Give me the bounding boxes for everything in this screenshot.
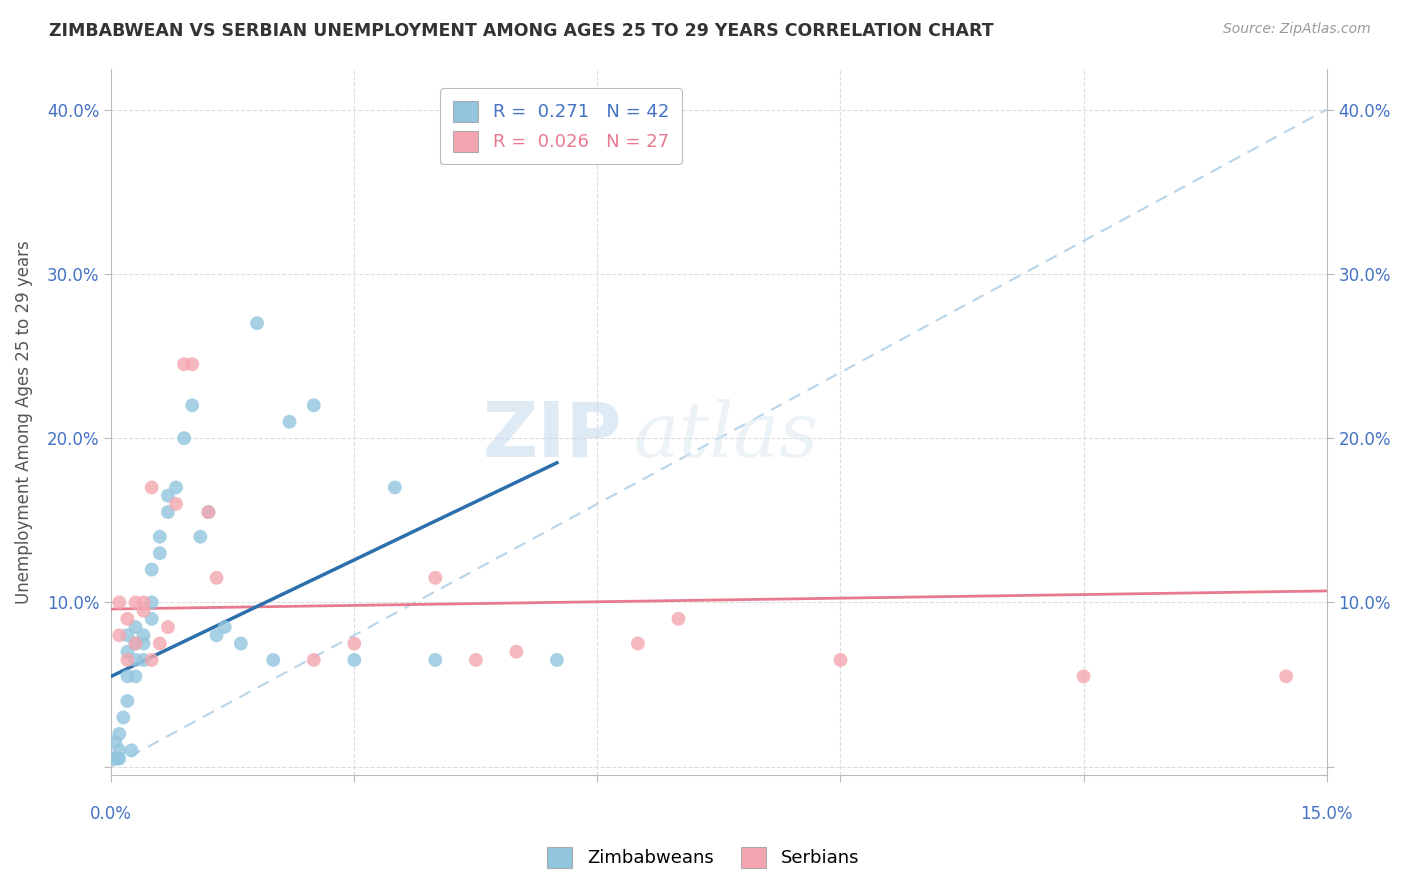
Point <box>141 653 163 667</box>
Point <box>117 645 139 659</box>
Point <box>108 595 131 609</box>
Point <box>165 480 187 494</box>
Point <box>149 546 172 560</box>
Point <box>246 316 269 330</box>
Legend: R =  0.271   N = 42, R =  0.026   N = 27: R = 0.271 N = 42, R = 0.026 N = 27 <box>440 88 682 164</box>
Point <box>141 612 163 626</box>
Point <box>108 727 131 741</box>
Point <box>117 653 139 667</box>
Text: Source: ZipAtlas.com: Source: ZipAtlas.com <box>1223 22 1371 37</box>
Point <box>141 563 163 577</box>
Point <box>165 497 187 511</box>
Point <box>214 620 236 634</box>
Point <box>181 357 204 371</box>
Point <box>117 612 139 626</box>
Point <box>132 636 155 650</box>
Point <box>107 751 129 765</box>
Point <box>425 571 447 585</box>
Point <box>229 636 252 650</box>
Point <box>124 653 146 667</box>
Point <box>173 431 195 445</box>
Legend: Zimbabweans, Serbians: Zimbabweans, Serbians <box>536 836 870 879</box>
Point <box>108 743 131 757</box>
Point <box>104 735 127 749</box>
Point <box>120 743 142 757</box>
Point <box>173 357 195 371</box>
Point <box>141 480 163 494</box>
Point <box>188 530 211 544</box>
Point <box>156 620 179 634</box>
Point <box>132 595 155 609</box>
Point <box>197 505 219 519</box>
Point <box>149 530 172 544</box>
Point <box>384 480 406 494</box>
Text: ZIP: ZIP <box>482 399 621 473</box>
Point <box>156 505 179 519</box>
Point <box>108 751 131 765</box>
Point <box>278 415 301 429</box>
Point <box>205 571 228 585</box>
Point <box>1073 669 1095 683</box>
Point <box>343 636 366 650</box>
Point <box>546 653 568 667</box>
Point <box>149 636 172 650</box>
Text: ZIMBABWEAN VS SERBIAN UNEMPLOYMENT AMONG AGES 25 TO 29 YEARS CORRELATION CHART: ZIMBABWEAN VS SERBIAN UNEMPLOYMENT AMONG… <box>49 22 994 40</box>
Point <box>117 694 139 708</box>
Point <box>464 653 486 667</box>
Point <box>141 595 163 609</box>
Point <box>108 628 131 642</box>
Y-axis label: Unemployment Among Ages 25 to 29 years: Unemployment Among Ages 25 to 29 years <box>15 240 32 604</box>
Point <box>343 653 366 667</box>
Point <box>627 636 650 650</box>
Point <box>505 645 527 659</box>
Point <box>112 710 135 724</box>
Point <box>104 751 127 765</box>
Point <box>302 653 325 667</box>
Point <box>132 604 155 618</box>
Point <box>124 669 146 683</box>
Point <box>124 636 146 650</box>
Point <box>117 669 139 683</box>
Point <box>124 620 146 634</box>
Point <box>668 612 690 626</box>
Point <box>830 653 852 667</box>
Point <box>132 653 155 667</box>
Point <box>1275 669 1298 683</box>
Point <box>425 653 447 667</box>
Point <box>262 653 284 667</box>
Text: atlas: atlas <box>634 399 820 473</box>
Point <box>181 398 204 412</box>
Point <box>205 628 228 642</box>
Point <box>124 595 146 609</box>
Text: 15.0%: 15.0% <box>1301 805 1353 823</box>
Point <box>197 505 219 519</box>
Point <box>117 628 139 642</box>
Point <box>156 489 179 503</box>
Text: 0.0%: 0.0% <box>90 805 132 823</box>
Point <box>132 628 155 642</box>
Point <box>124 636 146 650</box>
Point <box>302 398 325 412</box>
